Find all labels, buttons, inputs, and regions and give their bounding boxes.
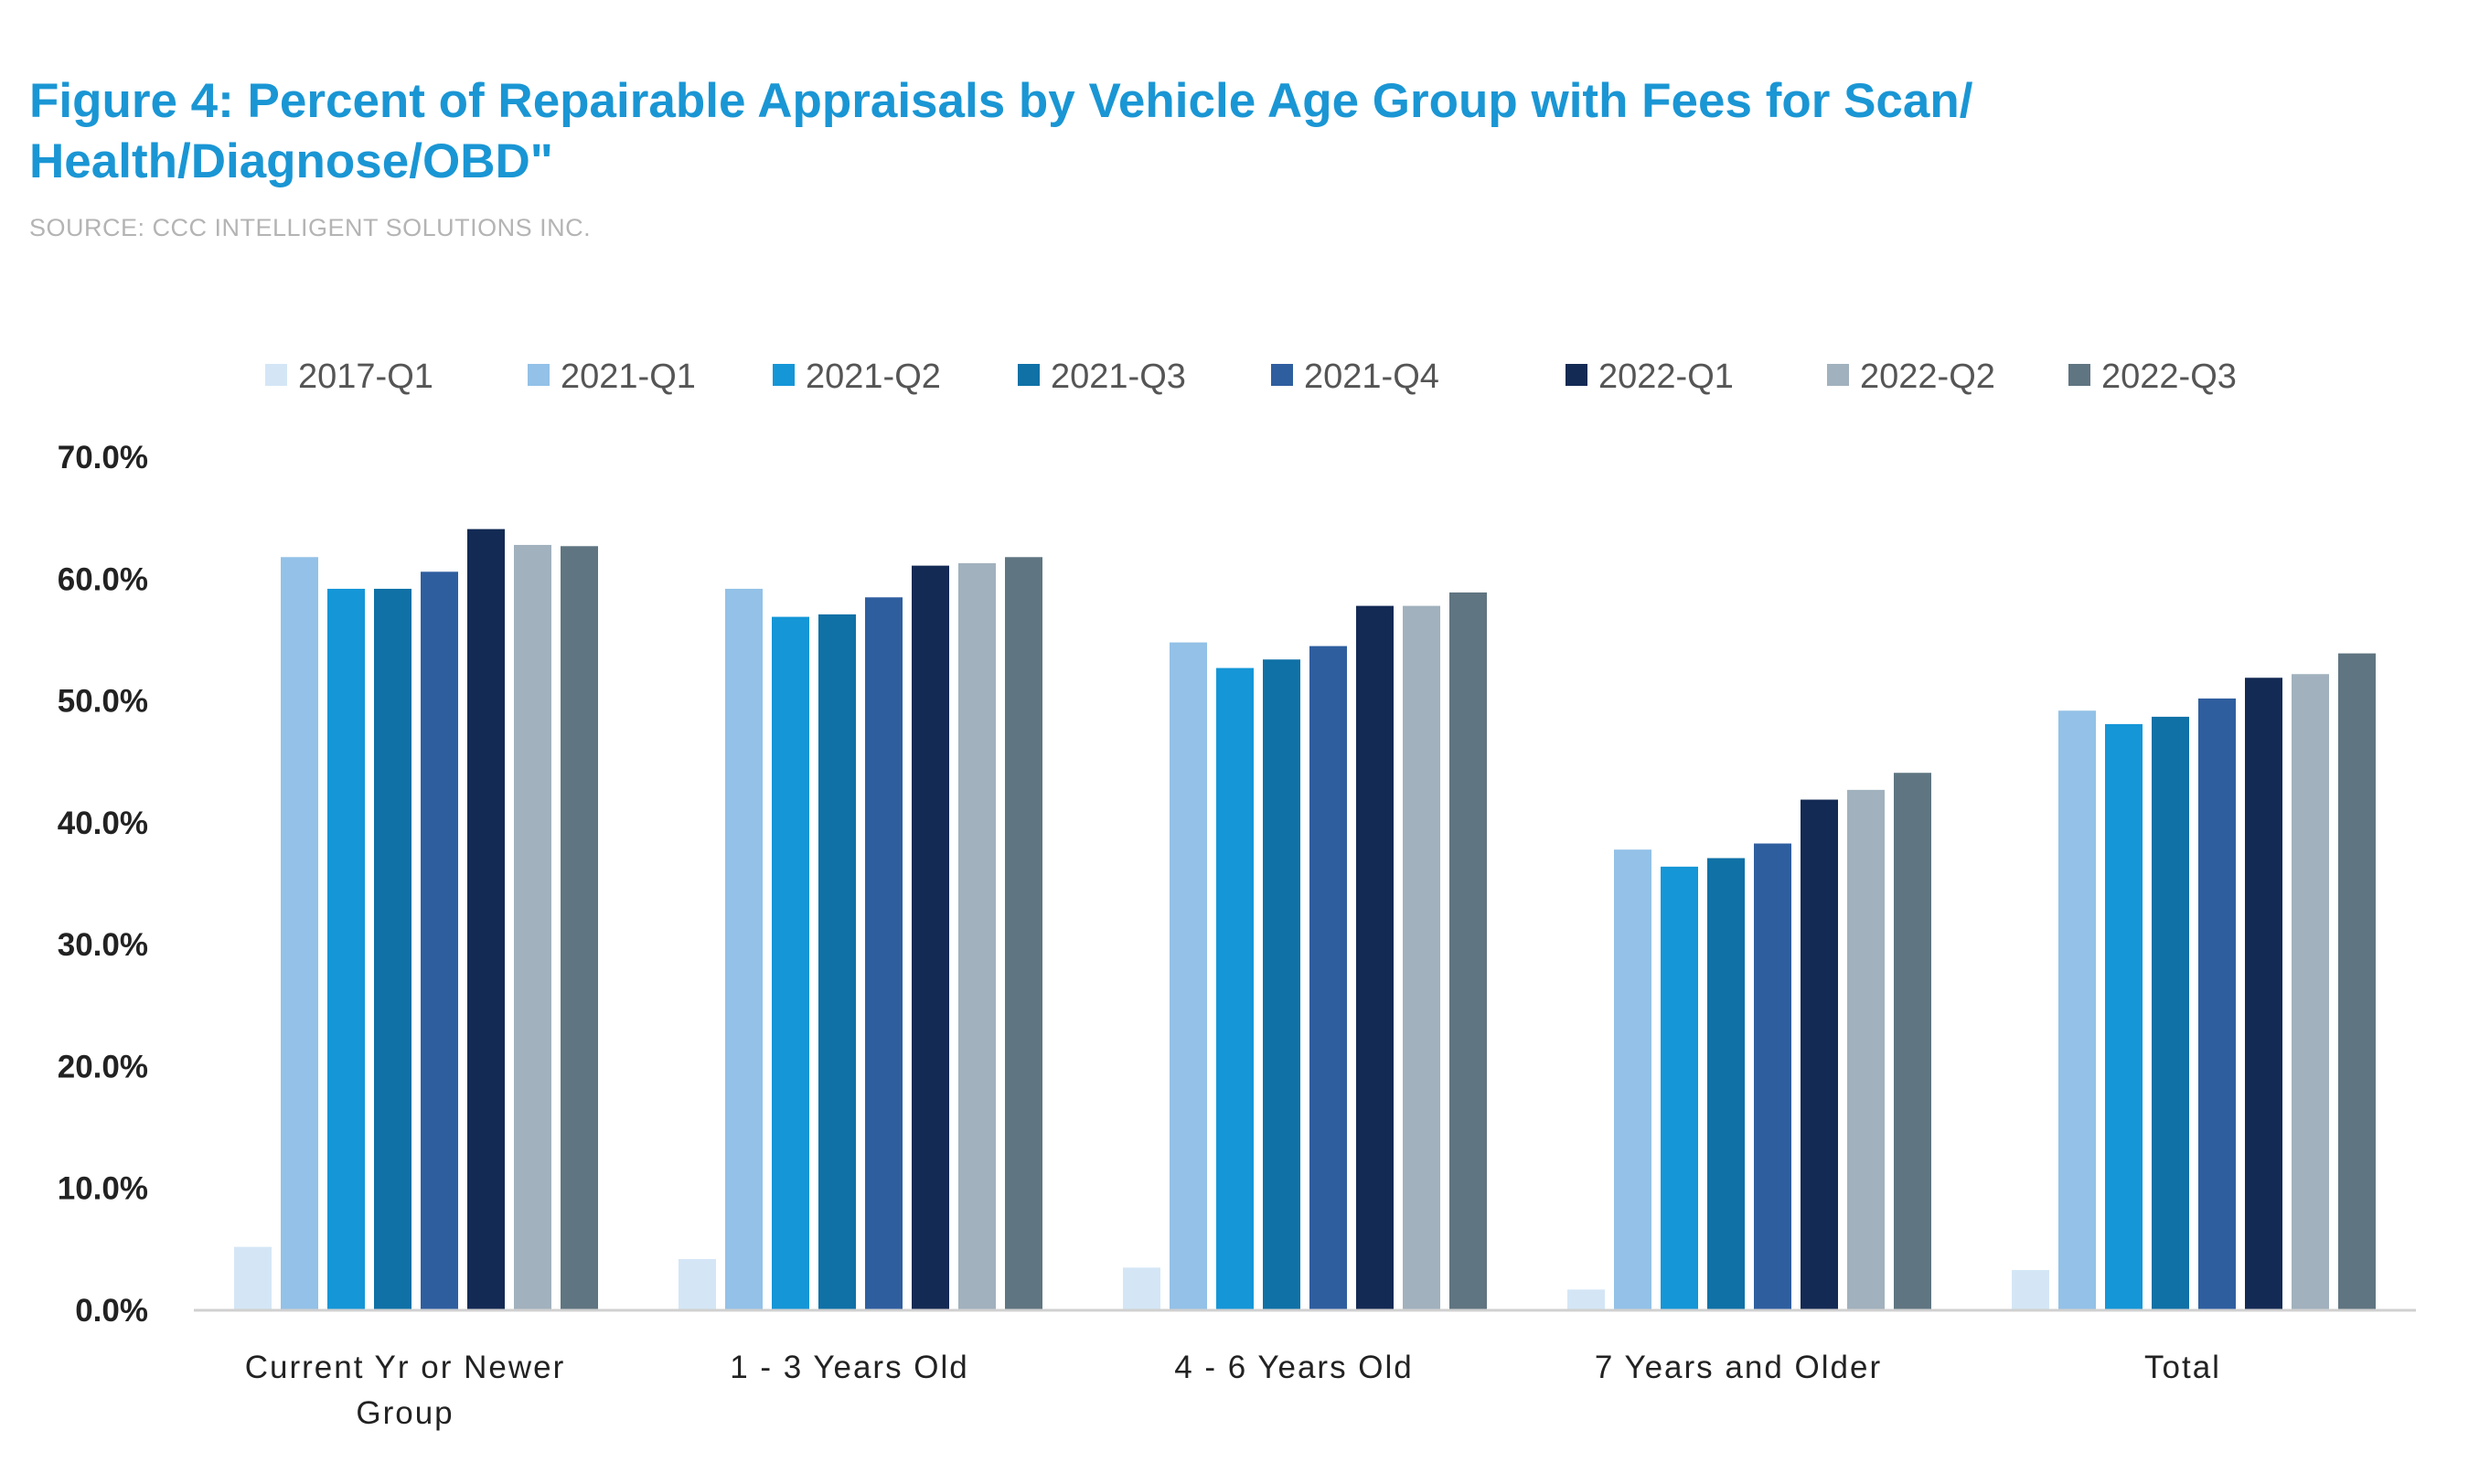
y-tick-label: 40.0% <box>58 806 148 841</box>
bar <box>1754 843 1791 1310</box>
bar <box>1263 659 1300 1310</box>
bar <box>1005 557 1042 1310</box>
legend-item: 2022-Q3 <box>2068 358 2237 396</box>
series-2021-Q1 <box>281 557 2096 1310</box>
bar <box>327 588 365 1310</box>
legend-item: 2022-Q2 <box>1827 358 1995 396</box>
legend-item: 2021-Q4 <box>1271 358 1439 396</box>
bar <box>234 1246 272 1310</box>
series-2021-Q3 <box>374 588 2189 1310</box>
legend-label: 2021-Q1 <box>561 358 696 396</box>
legend-label: 2022-Q3 <box>2101 358 2237 396</box>
bar <box>514 544 551 1310</box>
legend-swatch <box>265 364 287 386</box>
chart-title: Figure 4: Percent of Repairable Appraisa… <box>29 74 1973 188</box>
bar <box>1403 605 1440 1310</box>
bar <box>818 614 856 1310</box>
bar <box>561 546 598 1310</box>
bar <box>1449 592 1487 1310</box>
bar <box>2245 678 2282 1310</box>
bar <box>1661 866 1698 1310</box>
bar <box>865 597 903 1310</box>
bar <box>912 565 949 1310</box>
x-tick-label: 4 - 6 Years Old <box>1174 1350 1414 1385</box>
bar <box>1356 605 1394 1310</box>
bar <box>2152 716 2189 1310</box>
legend-swatch <box>773 364 795 386</box>
legend-item: 2017-Q1 <box>265 358 433 396</box>
y-tick-label: 70.0% <box>58 440 148 475</box>
bar <box>1894 773 1931 1310</box>
bar <box>2058 710 2096 1310</box>
y-tick-label: 10.0% <box>58 1171 148 1207</box>
legend-swatch <box>2068 364 2090 386</box>
legend: 2017-Q1 2021-Q1 2021-Q2 2021-Q3 2021-Q4 2022-… <box>265 358 2237 396</box>
legend-label: 2022-Q1 <box>1598 358 1734 396</box>
legend-swatch <box>528 364 550 386</box>
y-tick-label: 30.0% <box>58 927 148 963</box>
bar <box>1614 849 1651 1310</box>
legend-item: 2021-Q2 <box>773 358 941 396</box>
x-tick-label: Total <box>2144 1350 2221 1385</box>
y-tick-label: 50.0% <box>58 684 148 720</box>
legend-label: 2021-Q2 <box>806 358 941 396</box>
chart-source: SOURCE: CCC INTELLIGENT SOLUTIONS INC. <box>29 214 592 241</box>
y-tick-label: 60.0% <box>58 561 148 597</box>
bar <box>1309 646 1347 1310</box>
legend-label: 2022-Q2 <box>1860 358 1995 396</box>
legend-label: 2021-Q4 <box>1304 358 1439 396</box>
bar <box>421 571 458 1310</box>
bar <box>2012 1270 2049 1310</box>
legend-swatch <box>1566 364 1587 386</box>
series-2021-Q2 <box>327 588 2143 1310</box>
legend-item: 2021-Q3 <box>1018 358 1186 396</box>
series-2022-Q1 <box>467 528 2282 1310</box>
bar <box>2292 674 2329 1310</box>
bars <box>234 528 2376 1310</box>
x-tick-label: 1 - 3 Years Old <box>730 1350 969 1385</box>
y-tick-label: 20.0% <box>58 1049 148 1084</box>
legend-label: 2021-Q3 <box>1051 358 1186 396</box>
bar <box>1216 667 1254 1310</box>
x-tick-label: Group <box>356 1395 454 1431</box>
bar <box>1123 1267 1160 1310</box>
legend-swatch <box>1827 364 1849 386</box>
y-axis: 0.0% 10.0% 20.0% 30.0% 40.0% 50.0% 60.0% 70.0% <box>58 440 148 1329</box>
legend-swatch <box>1018 364 1040 386</box>
x-tick-label: 7 Years and Older <box>1595 1350 1882 1385</box>
bar <box>958 562 996 1310</box>
legend-item: 2021-Q1 <box>528 358 696 396</box>
series-2017-Q1 <box>234 1246 2049 1310</box>
x-tick-label: Current Yr or Newer <box>245 1350 566 1385</box>
legend-swatch <box>1271 364 1293 386</box>
bar <box>679 1259 716 1310</box>
legend-item: 2022-Q1 <box>1566 358 1734 396</box>
x-axis: Current Yr or Newer Group 1 - 3 Years Old 4… <box>245 1350 2221 1431</box>
bar <box>2338 653 2376 1310</box>
bar <box>772 616 809 1310</box>
bar <box>1170 642 1207 1310</box>
bar <box>1567 1289 1605 1310</box>
series-2021-Q4 <box>421 571 2236 1310</box>
bar <box>1707 858 1745 1310</box>
series-2022-Q2 <box>514 544 2329 1310</box>
legend-label: 2017-Q1 <box>298 358 433 396</box>
y-tick-label: 0.0% <box>75 1293 148 1329</box>
bar <box>2105 723 2143 1310</box>
bar <box>467 528 505 1310</box>
bar <box>725 588 763 1310</box>
series-2022-Q3 <box>561 546 2376 1310</box>
bar <box>1847 789 1885 1310</box>
bar <box>2198 698 2236 1310</box>
bar <box>374 588 411 1310</box>
bar <box>281 557 318 1310</box>
bar <box>1801 799 1838 1310</box>
